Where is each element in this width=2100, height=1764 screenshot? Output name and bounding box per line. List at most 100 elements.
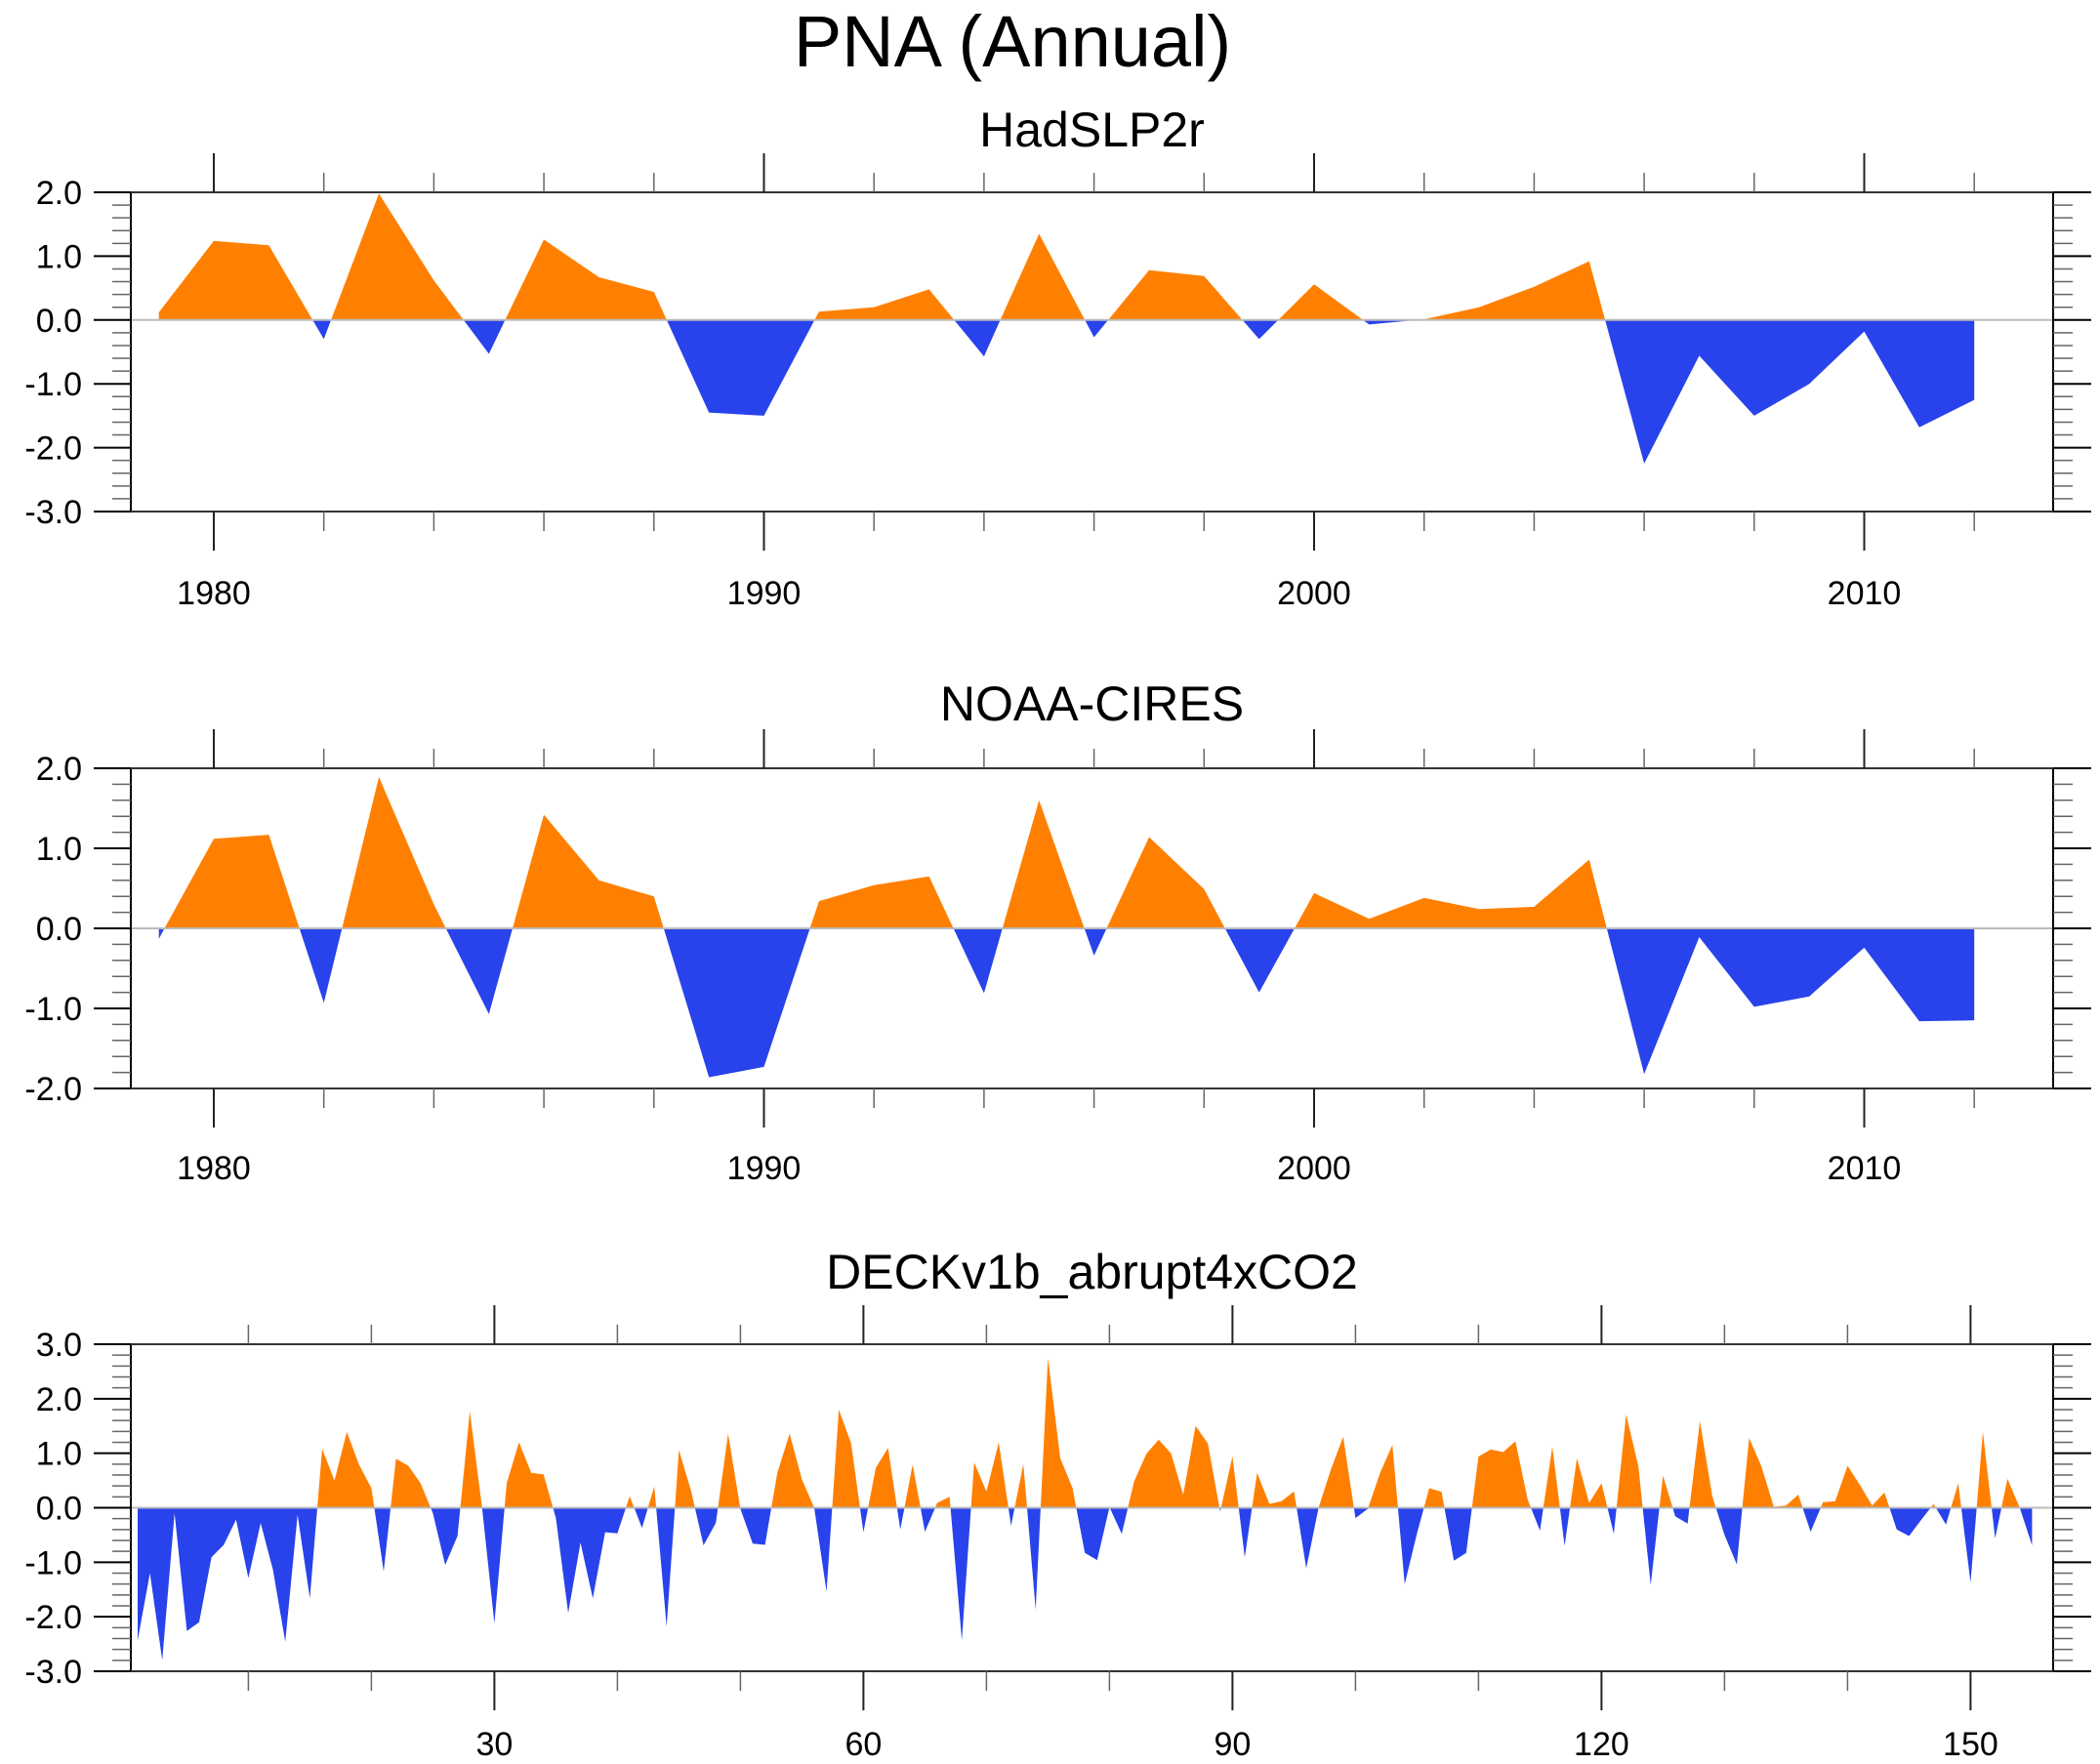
negative-area bbox=[1008, 1507, 1015, 1526]
negative-area bbox=[1076, 1507, 1110, 1561]
positive-area bbox=[1278, 284, 1364, 320]
positive-area bbox=[317, 1431, 375, 1508]
negative-area bbox=[1085, 319, 1109, 338]
negative-area bbox=[1606, 928, 1975, 1075]
positive-area bbox=[1689, 1420, 1716, 1508]
positive-area bbox=[331, 193, 464, 320]
negative-area bbox=[1397, 1507, 1424, 1584]
x-tick-label: 2010 bbox=[1828, 575, 1902, 612]
positive-area bbox=[1742, 1438, 1803, 1508]
negative-area bbox=[1353, 1507, 1369, 1519]
y-tick-label: 1.0 bbox=[36, 1436, 82, 1473]
negative-area bbox=[1605, 319, 1975, 464]
negative-area bbox=[553, 1507, 627, 1614]
positive-area bbox=[1295, 859, 1607, 928]
positive-area bbox=[904, 1464, 921, 1508]
positive-area bbox=[647, 1486, 657, 1508]
negative-area bbox=[1363, 319, 1418, 325]
negative-area bbox=[1802, 1507, 1821, 1533]
y-tick-label: -1.0 bbox=[24, 1544, 82, 1581]
positive-area bbox=[513, 814, 664, 928]
y-tick-label: -2.0 bbox=[24, 1071, 82, 1108]
negative-area bbox=[1992, 1507, 2002, 1538]
negative-area bbox=[1027, 1507, 1041, 1610]
x-tick-label: 2000 bbox=[1277, 575, 1351, 612]
negative-area bbox=[694, 1507, 719, 1545]
positive-area bbox=[626, 1496, 635, 1508]
positive-area bbox=[1570, 1457, 1608, 1508]
negative-area bbox=[138, 1507, 317, 1661]
positive-area bbox=[675, 1450, 695, 1508]
negative-area bbox=[954, 319, 1001, 357]
y-tick-label: 0.0 bbox=[36, 911, 82, 948]
negative-area bbox=[859, 1507, 869, 1533]
positive-area bbox=[1252, 1472, 1297, 1508]
positive-area bbox=[505, 239, 667, 320]
positive-area bbox=[718, 1433, 741, 1508]
positive-area bbox=[1471, 1441, 1532, 1508]
positive-area bbox=[1976, 1431, 1992, 1508]
positive-area bbox=[158, 240, 313, 320]
positive-area bbox=[504, 1442, 554, 1508]
y-tick-label: 1.0 bbox=[36, 831, 82, 868]
negative-area bbox=[1238, 1507, 1253, 1558]
x-tick-label: 1980 bbox=[177, 575, 251, 612]
positive-area bbox=[1417, 261, 1606, 320]
negative-area bbox=[1297, 1507, 1319, 1569]
y-tick-label: 0.0 bbox=[36, 1491, 82, 1528]
y-tick-label: 0.0 bbox=[36, 303, 82, 340]
positive-area bbox=[771, 1433, 814, 1508]
positive-area bbox=[2001, 1478, 2020, 1508]
x-tick-label: 1990 bbox=[727, 1150, 802, 1187]
negative-area bbox=[950, 1507, 971, 1641]
negative-area bbox=[1444, 1507, 1472, 1561]
positive-area bbox=[1543, 1447, 1560, 1508]
negative-area bbox=[158, 928, 165, 939]
x-tick-label: 150 bbox=[1943, 1726, 1998, 1763]
panel-title: HadSLP2r bbox=[979, 103, 1205, 157]
panel-noaa-cires: NOAA-CIRES 2.0 1.0 0.0 -1.0 -2.0 1980 1990 2000 2… bbox=[24, 677, 2091, 1187]
positive-area bbox=[934, 1497, 951, 1508]
y-tick-label: 2.0 bbox=[36, 1381, 82, 1418]
negative-area bbox=[1672, 1507, 1690, 1524]
y-tick-label: -2.0 bbox=[24, 431, 82, 468]
negative-area bbox=[1531, 1507, 1544, 1531]
positive-area bbox=[1040, 1358, 1077, 1508]
negative-area bbox=[663, 928, 810, 1078]
x-tick-label: 60 bbox=[844, 1726, 882, 1763]
negative-area bbox=[445, 928, 513, 1014]
y-tick-label: -1.0 bbox=[24, 991, 82, 1028]
positive-area bbox=[164, 835, 300, 928]
positive-area bbox=[814, 289, 955, 320]
positive-area bbox=[970, 1442, 1009, 1508]
positive-area bbox=[1106, 837, 1225, 928]
positive-area bbox=[1659, 1475, 1673, 1508]
positive-area bbox=[1128, 1425, 1220, 1508]
x-tick-label: 1990 bbox=[727, 575, 802, 612]
positive-area bbox=[1616, 1415, 1643, 1508]
y-tick-label: 1.0 bbox=[36, 238, 82, 275]
positive-area bbox=[809, 876, 954, 928]
x-tick-label: 90 bbox=[1214, 1726, 1251, 1763]
positive-area bbox=[868, 1448, 897, 1508]
y-tick-label: -3.0 bbox=[24, 1654, 82, 1691]
negative-area bbox=[666, 319, 815, 416]
negative-area bbox=[1224, 928, 1295, 993]
positive-area bbox=[1108, 269, 1243, 320]
negative-area bbox=[1642, 1507, 1660, 1585]
negative-area bbox=[1559, 1507, 1571, 1546]
negative-area bbox=[1960, 1507, 1977, 1582]
positive-area bbox=[1318, 1436, 1354, 1508]
positive-area bbox=[1002, 800, 1085, 928]
positive-area bbox=[1220, 1456, 1239, 1508]
negative-area bbox=[1715, 1507, 1743, 1565]
negative-area bbox=[431, 1507, 461, 1566]
x-tick-label: 2000 bbox=[1277, 1150, 1351, 1187]
positive-area bbox=[1423, 1488, 1445, 1508]
y-tick-label: 2.0 bbox=[36, 175, 82, 212]
positive-area bbox=[391, 1458, 432, 1508]
y-tick-label: -3.0 bbox=[24, 494, 82, 531]
panel-title: NOAA-CIRES bbox=[940, 677, 1244, 731]
negative-area bbox=[312, 319, 332, 340]
positive-area bbox=[832, 1410, 860, 1508]
